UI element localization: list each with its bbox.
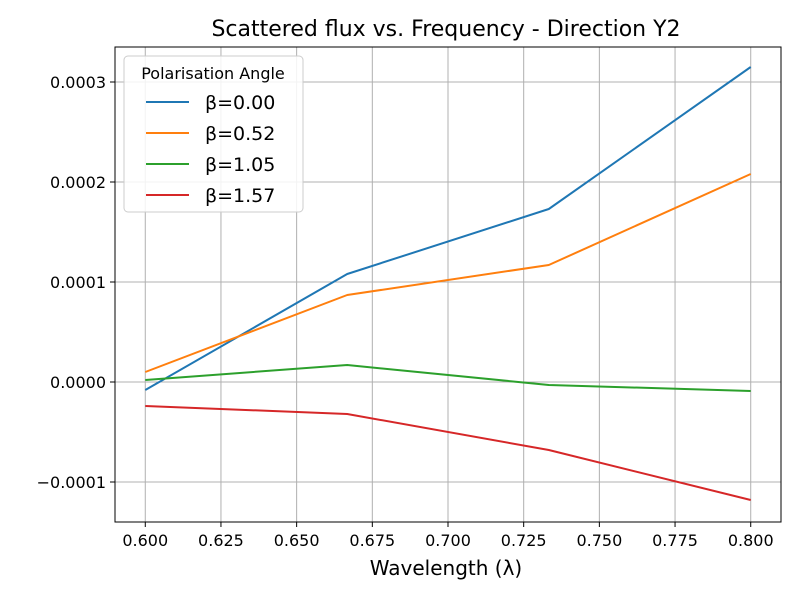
x-tick-label: 0.625 [198, 531, 244, 550]
y-tick-label: 0.0001 [50, 273, 106, 292]
x-tick-label: 0.700 [425, 531, 471, 550]
legend-title: Polarisation Angle [141, 64, 285, 83]
legend-entry-label: β=0.00 [205, 92, 275, 114]
series-line [144, 66, 752, 391]
legend: Polarisation Angle β=0.00 β=0.52 β=1.05 β=1… [123, 55, 304, 213]
legend-entry-label: β=1.57 [205, 185, 275, 207]
x-tick-label: 0.775 [652, 531, 698, 550]
x-tick-label: 0.650 [274, 531, 320, 550]
x-axis: 0.600 0.625 0.650 0.675 0.700 0.725 0.750 0.775… [122, 522, 774, 550]
x-tick-label: 0.600 [122, 531, 168, 550]
y-axis: −0.0001 0.0000 0.0001 0.0002 0.0003 [37, 73, 115, 492]
legend-entry-label: β=0.52 [205, 123, 275, 145]
x-tick-label: 0.750 [576, 531, 622, 550]
y-tick-label: 0.0002 [50, 173, 106, 192]
x-tick-label: 0.675 [349, 531, 395, 550]
x-axis-label: Wavelength (λ) [370, 556, 522, 580]
series-line [145, 405, 751, 501]
x-tick-label: 0.725 [501, 531, 547, 550]
y-tick-label: 0.0000 [50, 373, 106, 392]
chart-title: Scattered flux vs. Frequency - Direction… [211, 17, 680, 42]
y-tick-label: −0.0001 [37, 473, 106, 492]
series-line [144, 173, 752, 373]
y-tick-label: 0.0003 [50, 73, 106, 92]
grid [115, 47, 781, 522]
x-tick-label: 0.800 [728, 531, 774, 550]
series-line [145, 364, 751, 392]
legend-frame [123, 55, 304, 213]
series-lines [144, 66, 752, 501]
legend-entry-label: β=1.05 [205, 154, 275, 176]
